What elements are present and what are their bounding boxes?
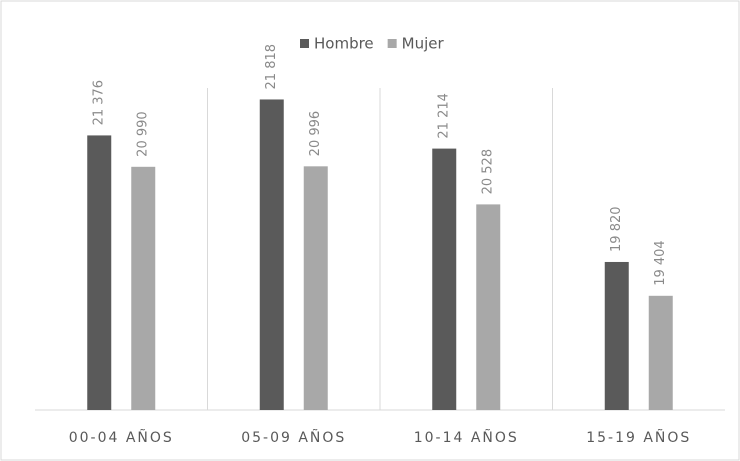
value-label: 21 214 bbox=[437, 93, 452, 139]
x-tick-label: 05-09 AÑOS bbox=[241, 429, 346, 446]
legend-swatch bbox=[300, 39, 309, 48]
x-tick-label: 10-14 AÑOS bbox=[414, 429, 519, 446]
legend-swatch bbox=[387, 39, 397, 48]
value-label: 20 990 bbox=[136, 111, 151, 157]
bar bbox=[259, 99, 284, 410]
value-label: 19 820 bbox=[609, 206, 624, 252]
bar bbox=[648, 295, 673, 410]
legend-label: Hombre bbox=[314, 35, 374, 53]
legend-label: Mujer bbox=[402, 35, 445, 53]
bar bbox=[303, 166, 328, 410]
value-label: 21 376 bbox=[92, 80, 107, 126]
value-label: 20 996 bbox=[308, 111, 323, 157]
value-label: 20 528 bbox=[481, 149, 496, 195]
bar bbox=[87, 135, 112, 410]
bar bbox=[131, 166, 156, 410]
x-tick-label: 15-19 AÑOS bbox=[586, 429, 691, 446]
value-label: 19 404 bbox=[653, 240, 668, 286]
x-tick-label: 00-04 AÑOS bbox=[69, 429, 174, 446]
bar bbox=[476, 204, 501, 410]
value-label: 21 818 bbox=[264, 44, 279, 90]
bar bbox=[432, 148, 457, 410]
bar bbox=[604, 261, 629, 410]
